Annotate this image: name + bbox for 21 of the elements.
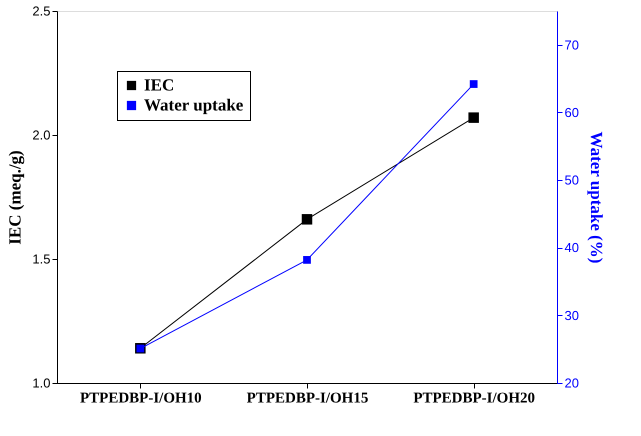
- y2-tick-label: 20: [564, 376, 579, 390]
- y2-tick-label: 70: [564, 37, 579, 52]
- y2-tick-label: 40: [564, 240, 579, 256]
- legend-label: IEC: [144, 76, 174, 94]
- y2-tick-label: 50: [564, 172, 579, 188]
- legend-label: Water uptake: [144, 96, 244, 114]
- y2-axis-title: Water uptake (%): [586, 132, 606, 264]
- y-tick-label: 2.5: [32, 4, 50, 18]
- y-tick-label: 1.5: [32, 252, 50, 266]
- y2-tick-label: 60: [564, 104, 579, 120]
- x-tick-label: PTPEDBP-I/OH15: [246, 390, 368, 406]
- point: [302, 214, 312, 225]
- y-tick-label: 2.0: [32, 128, 50, 142]
- y-tick-label: 1.0: [32, 376, 50, 390]
- y-axis-title: IEC (meq./g): [5, 150, 24, 245]
- y2-tick-label: 30: [564, 308, 579, 323]
- point: [470, 80, 478, 88]
- point: [303, 256, 311, 264]
- x-tick-label: PTPEDBP-I/OH20: [413, 390, 536, 406]
- x-tick-label: PTPEDBP-I/OH10: [80, 390, 202, 406]
- point: [468, 112, 479, 123]
